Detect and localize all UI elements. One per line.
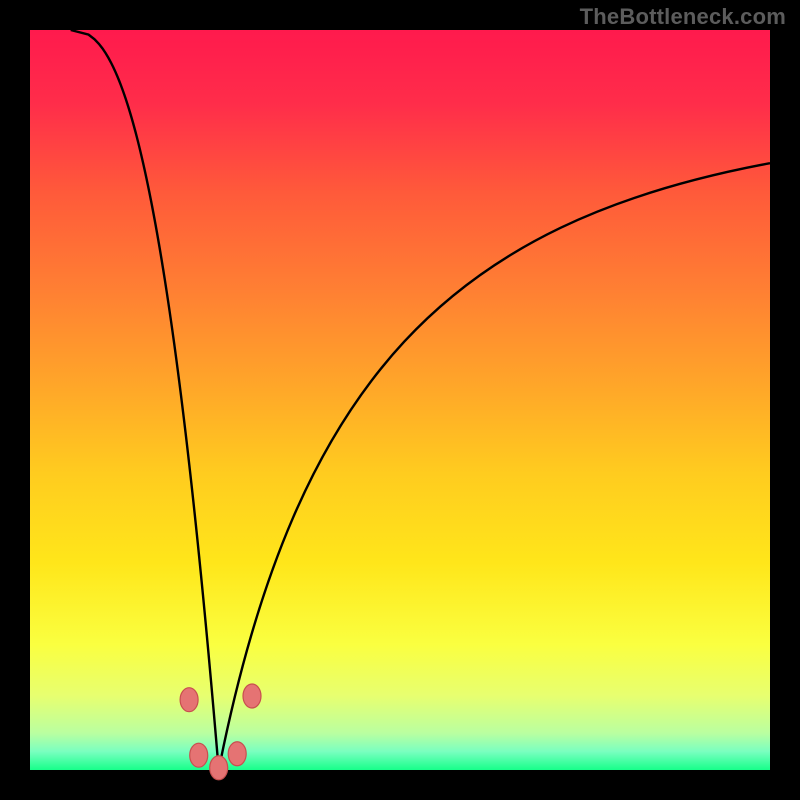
plot-background-gradient — [30, 30, 770, 770]
bottleneck-chart — [0, 0, 800, 800]
optimum-marker — [228, 742, 246, 766]
optimum-marker — [180, 688, 198, 712]
optimum-marker — [210, 756, 228, 780]
optimum-marker — [243, 684, 261, 708]
optimum-marker — [190, 743, 208, 767]
watermark-text: TheBottleneck.com — [580, 4, 786, 30]
